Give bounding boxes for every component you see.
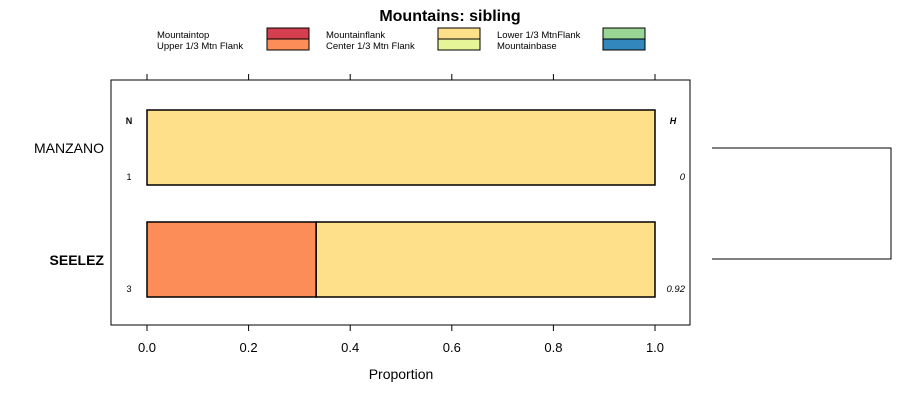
h-header: H: [670, 116, 677, 126]
h-value-seelez: 0.92: [667, 284, 686, 295]
legend-swatch-mountainflank: [437, 27, 481, 40]
category-label-manzano: MANZANO: [34, 140, 104, 156]
x-tick-label: 0.6: [443, 340, 461, 355]
n-value-manzano: 1: [126, 172, 131, 182]
legend-swatch-lower-1-3-mtnflank: [602, 27, 646, 40]
category-label-seelez: SEELEZ: [50, 252, 105, 268]
chart-title: Mountains: sibling: [379, 8, 520, 25]
dendrogram: [712, 147, 892, 260]
x-tick-label: 0.8: [544, 340, 562, 355]
h-value-manzano: 0: [680, 172, 686, 183]
x-axis: 0.0 0.2 0.4 0.6 0.8 1.0: [138, 74, 664, 355]
bar-segment-seelez-mountainflank: [315, 221, 656, 298]
legend-label-mountainflank: Mountainflank: [326, 30, 385, 41]
legend-label-mountainbase: Mountainbase: [497, 41, 557, 52]
bar-segment-seelez-upper-1-3-mtn-flank: [146, 221, 317, 298]
legend-swatch-center-1-3-mtn-flank: [437, 38, 481, 51]
plot-frame: [110, 79, 691, 326]
x-axis-label: Proportion: [369, 366, 434, 382]
x-tick-label: 1.0: [646, 340, 664, 355]
n-value-seelez: 3: [126, 284, 131, 294]
legend-label-upper-1-3-mtn-flank: Upper 1/3 Mtn Flank: [157, 41, 243, 52]
legend-swatch-mountainbase: [602, 38, 646, 51]
x-tick-label: 0.0: [138, 340, 156, 355]
bars: MANZANO 1 0 SEELEZ 3 0.92: [34, 109, 686, 298]
n-header: N: [126, 116, 133, 126]
legend-swatch-upper-1-3-mtn-flank: [266, 38, 310, 51]
x-tick-label: 0.4: [341, 340, 359, 355]
x-tick-label: 0.2: [240, 340, 258, 355]
legend-label-lower-1-3-mtnflank: Lower 1/3 MtnFlank: [497, 30, 581, 41]
legend-label-center-1-3-mtn-flank: Center 1/3 Mtn Flank: [326, 41, 415, 52]
bar-segment-manzano-mountainflank: [146, 109, 656, 186]
legend-label-mountaintop: Mountaintop: [157, 30, 209, 41]
legend-swatch-mountaintop: [266, 27, 310, 40]
